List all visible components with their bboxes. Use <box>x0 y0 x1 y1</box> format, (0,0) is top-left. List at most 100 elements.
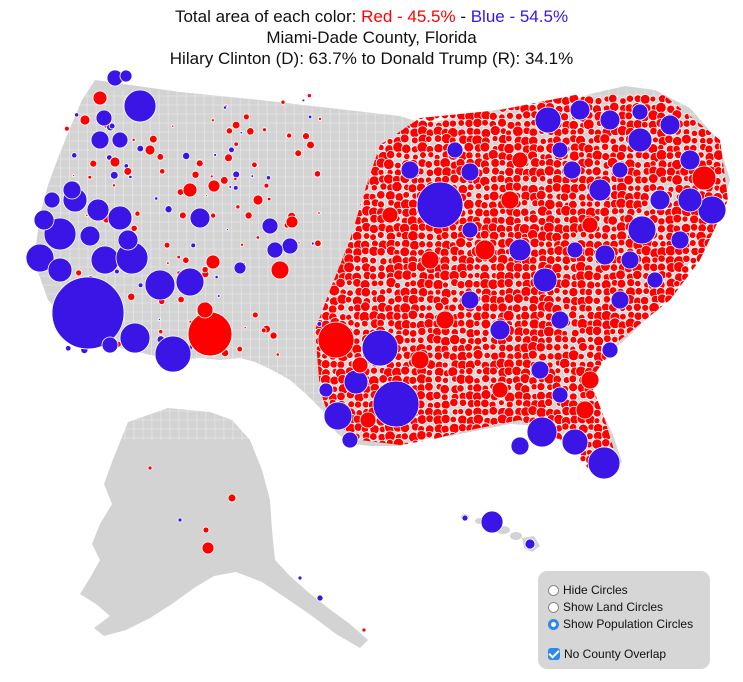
county-circle-small <box>586 335 594 343</box>
county-circle-small <box>698 303 707 313</box>
county-circle-small <box>674 385 684 394</box>
county-circle-small <box>109 170 119 180</box>
county-circle-small <box>228 146 235 154</box>
county-circle-small <box>657 349 668 360</box>
county-circle-small <box>387 297 396 306</box>
county-circle-small <box>682 367 692 377</box>
county-circle-small <box>472 383 483 394</box>
county-circle-small <box>489 312 497 321</box>
county-circle-small <box>578 327 587 335</box>
county-circle-small <box>520 95 529 104</box>
county-circle-small <box>608 390 618 400</box>
county-circle-small <box>201 266 209 274</box>
no-county-overlap-checkbox[interactable] <box>548 648 560 660</box>
county-circle-small <box>675 376 684 385</box>
county-circle-small <box>543 463 555 470</box>
county-circle-small <box>266 196 272 202</box>
county-circle-small <box>584 287 594 297</box>
county-circle-small <box>306 400 314 408</box>
county-circle-small <box>471 438 483 449</box>
county-circle-small <box>403 104 412 113</box>
county-circle-small <box>483 351 491 360</box>
county-circle-small <box>647 350 659 361</box>
county-circle-small <box>154 196 159 201</box>
county-circle-small <box>658 437 669 448</box>
county-circle-small <box>263 182 270 189</box>
show-land-circles-radio[interactable] <box>548 601 559 613</box>
county-circle-small <box>616 327 626 336</box>
county-circle-small <box>407 230 419 242</box>
county-circle-small <box>433 111 441 120</box>
county-circle-small <box>489 125 501 137</box>
county-circle-small <box>651 240 659 248</box>
county-circle-small <box>561 255 572 266</box>
county-circle-small <box>250 174 255 178</box>
county-circle-small <box>631 375 643 387</box>
county-circle-small <box>577 151 585 159</box>
county-circle-small <box>562 264 570 272</box>
county-circle-small <box>650 392 659 401</box>
county-circle-small <box>713 417 721 426</box>
county-circle <box>270 260 290 280</box>
county-circle-small <box>370 289 378 297</box>
county-circle-small <box>424 446 437 459</box>
county-circle-small <box>377 264 386 273</box>
county-circle-small <box>536 382 546 392</box>
county-circle-small <box>665 430 677 442</box>
county-circle-small <box>393 281 402 290</box>
county-circle-small <box>642 401 649 408</box>
county-circle-small <box>617 399 628 411</box>
county-circle-small <box>587 232 595 240</box>
no-county-overlap-option[interactable]: No County Overlap <box>548 647 666 661</box>
county-circle-small <box>544 335 553 344</box>
hide-circles-radio[interactable] <box>548 584 559 596</box>
county-circle <box>187 311 233 357</box>
county-circle <box>33 209 55 231</box>
county-circle-small <box>480 293 491 305</box>
county-circle-small <box>369 432 378 441</box>
county-circle-small <box>712 382 724 395</box>
show-population-circles-radio[interactable] <box>548 618 559 630</box>
county-circle-small <box>643 209 651 217</box>
county-circle-small <box>336 360 346 370</box>
county-circle-small <box>408 329 418 338</box>
county-circle-small <box>490 455 499 463</box>
county-circle-small <box>649 415 660 426</box>
county-circle-small <box>696 358 708 370</box>
county-circle-small <box>362 232 371 240</box>
county-circle-small <box>286 132 293 139</box>
county-circle-small <box>243 326 247 330</box>
county-circle-small <box>472 399 482 408</box>
county-circle-small <box>673 465 681 470</box>
county-circle-small <box>417 295 425 304</box>
county-circle-small <box>522 463 533 470</box>
county-circle-small <box>411 439 419 447</box>
county-circle-small <box>512 174 522 184</box>
county-circle-small <box>419 440 428 449</box>
county-circle-small <box>156 153 165 161</box>
county-circle-small <box>720 221 728 234</box>
county-circle-small <box>697 321 705 329</box>
show-land-circles-option[interactable]: Show Land Circles <box>548 600 663 614</box>
county-circle-small <box>464 278 474 289</box>
county-circle-small <box>640 120 649 129</box>
county-circle-small <box>578 342 588 352</box>
county-circle <box>90 130 110 150</box>
county-circle-small <box>441 281 449 289</box>
hide-circles-option[interactable]: Hide Circles <box>548 583 628 597</box>
county-circle-small <box>354 400 363 409</box>
county-circle-small <box>481 407 490 417</box>
county-circle-small <box>682 408 693 418</box>
county-circle-small <box>487 149 499 161</box>
county-circle-small <box>330 464 339 470</box>
county-circle-small <box>163 241 171 249</box>
county-circle-small <box>433 400 442 410</box>
county-circle-small <box>649 381 660 392</box>
county-circle-small <box>497 399 505 407</box>
county-circle-small <box>191 170 200 179</box>
county-circle-small <box>720 327 728 339</box>
county-circle-small <box>378 448 386 456</box>
county-circle-small <box>481 440 490 450</box>
county-circle-small <box>655 333 667 346</box>
show-population-circles-option[interactable]: Show Population Circles <box>548 617 693 631</box>
